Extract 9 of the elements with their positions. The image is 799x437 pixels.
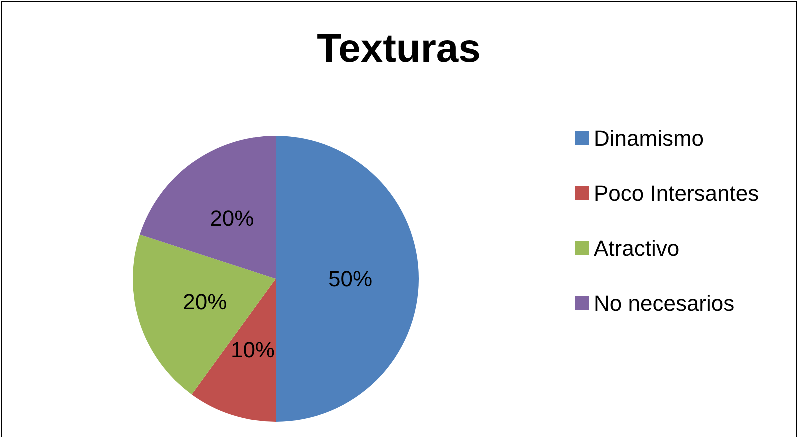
legend-label: Atractivo — [594, 236, 680, 261]
chart-title: Texturas — [317, 27, 481, 71]
data-label: 10% — [230, 337, 275, 362]
data-label: 50% — [328, 266, 373, 292]
legend-label: No necesarios — [594, 291, 735, 316]
data-label: 20% — [183, 290, 228, 315]
data-label: 20% — [210, 206, 254, 232]
legend-label: Poco Intersantes — [594, 181, 760, 206]
legend-label: Dinamismo — [594, 126, 704, 151]
